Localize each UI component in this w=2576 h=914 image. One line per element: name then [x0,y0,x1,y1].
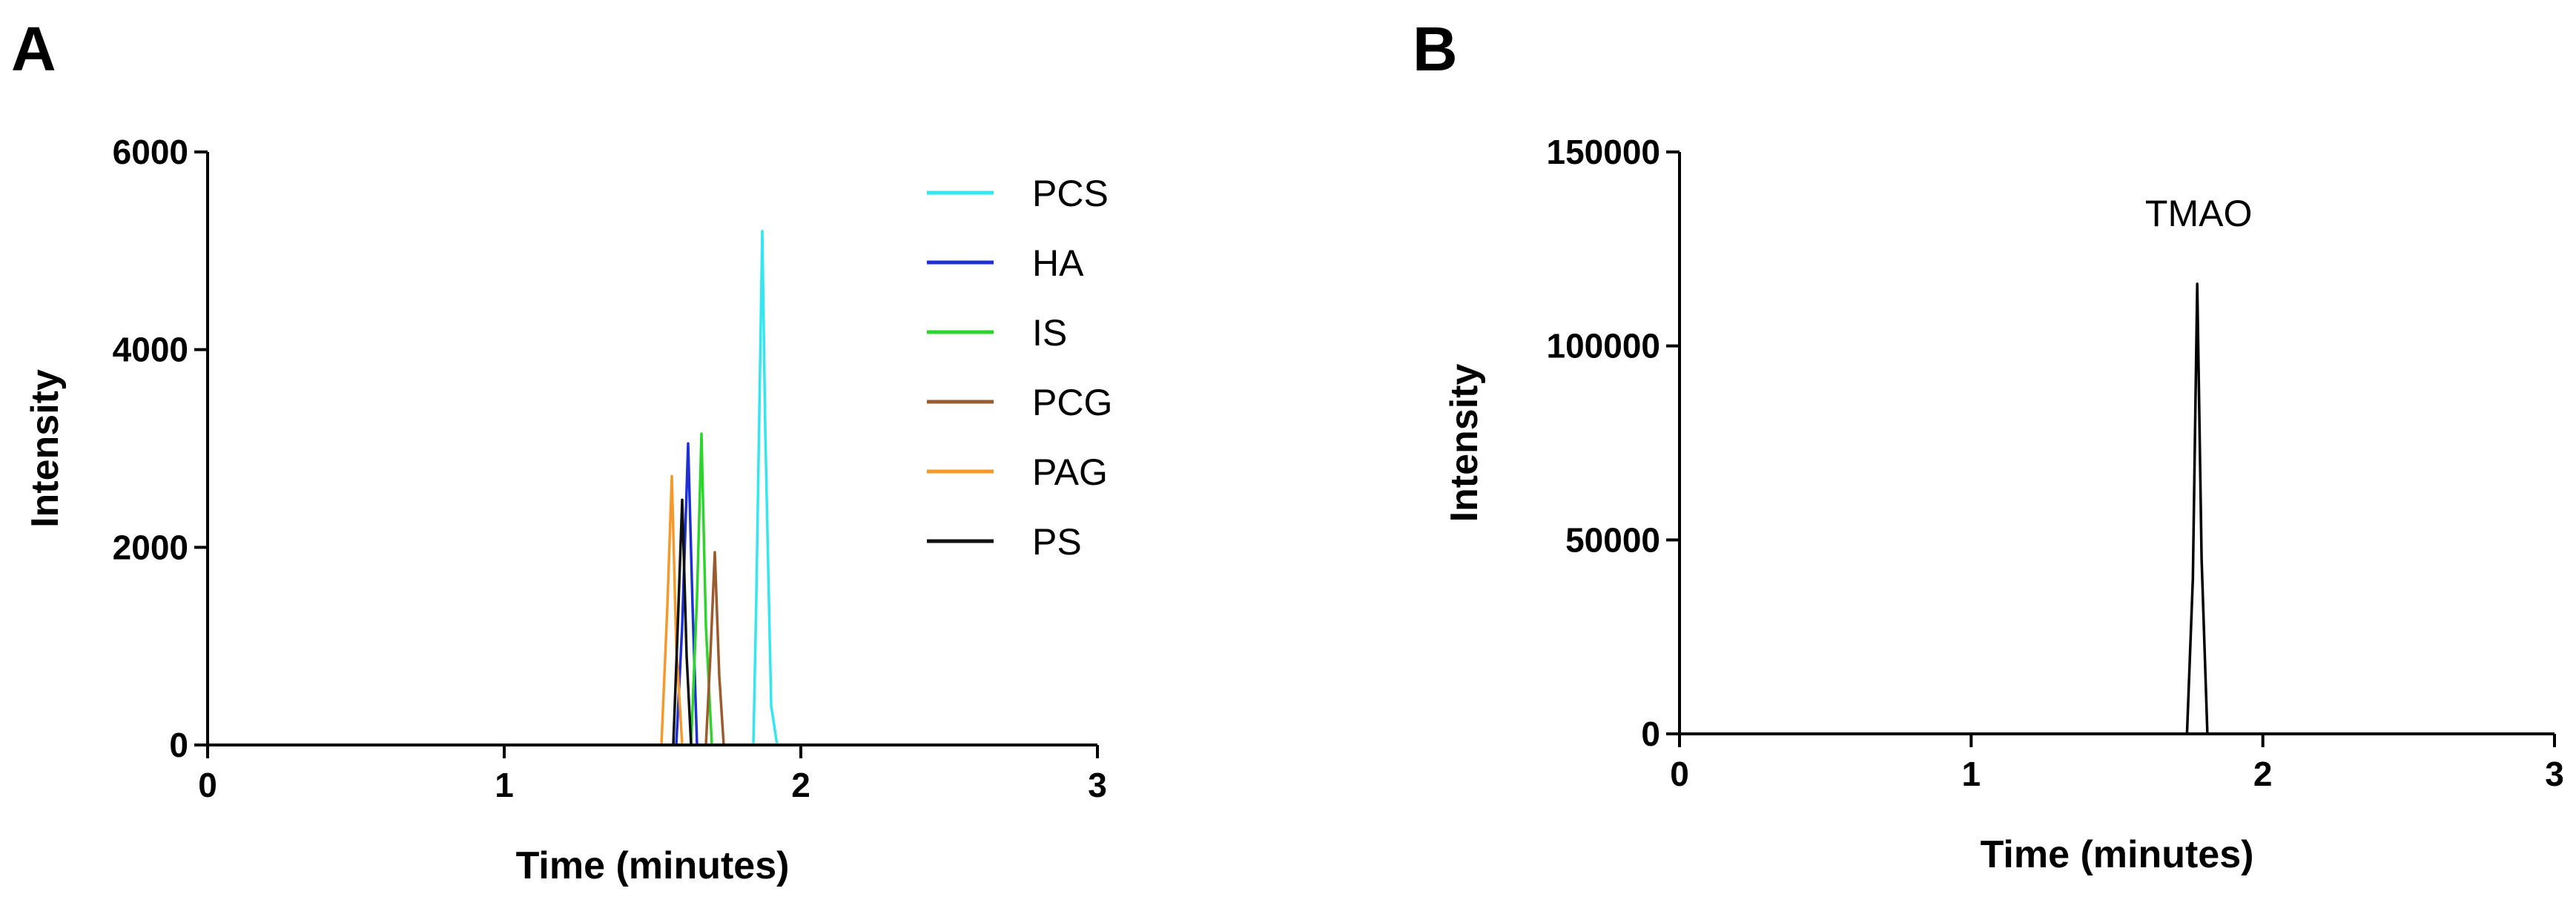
x-tick-label: 3 [2545,755,2564,793]
series-line-pag [208,474,1097,746]
x-tick-label: 3 [1088,766,1107,804]
y-tick-label: 0 [1641,715,1660,753]
y-tick-label: 4000 [113,331,188,369]
y-axis-title: Intensity [24,369,67,528]
series-line-pcs [208,229,1097,746]
panel-label-a: A [11,14,56,84]
annotation-tmao: TMAO [2145,193,2252,234]
legend-label-pag: PAG [1032,451,1108,493]
x-tick-label: 0 [1670,755,1689,793]
series-line-pcg [208,551,1097,746]
legend-label-is: IS [1032,312,1067,354]
y-tick-label: 2000 [113,528,188,566]
legend-label-ps: PS [1032,521,1082,563]
x-axis-title: Time (minutes) [516,844,790,887]
x-axis-title: Time (minutes) [1981,833,2254,876]
y-tick-label: 150000 [1547,133,1661,171]
panel-label-b: B [1413,14,1458,84]
y-tick-label: 50000 [1565,520,1660,559]
legend-label-ha: HA [1032,242,1084,284]
x-tick-label: 1 [495,766,514,804]
y-tick-label: 100000 [1547,327,1661,365]
panel-a-plot: 0 2000 4000 6000 0 1 2 3 Time (minutes) Intensity… [24,133,1112,887]
legend-label-pcs: PCS [1032,173,1109,214]
series-line-ha [208,442,1097,746]
x-tick-label: 1 [1962,755,1981,793]
x-tick-label: 2 [2253,755,2273,793]
y-axis-title: Intensity [1443,364,1486,523]
x-tick-label: 2 [791,766,810,804]
series-line-is [208,432,1097,746]
panel-b-plot: 0 50000 100000 150000 0 1 2 3 Time (minutes) Inte… [1443,133,2564,876]
legend-label-pcg: PCG [1032,382,1112,423]
series-line-trace [1680,282,2554,735]
y-tick-label: 6000 [113,133,188,171]
x-tick-label: 0 [198,766,217,804]
series-line-ps [208,498,1097,746]
y-tick-label: 0 [169,726,188,764]
